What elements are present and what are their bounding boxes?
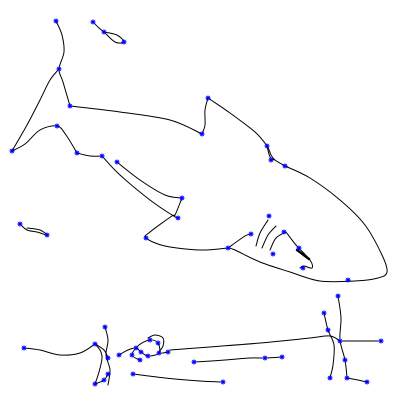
- control-point-marker[interactable]: [263, 142, 271, 150]
- control-point-marker[interactable]: [52, 17, 60, 25]
- control-point-marker[interactable]: [120, 38, 128, 46]
- control-point-marker[interactable]: [343, 374, 351, 382]
- stroke-gill-3: [269, 231, 287, 251]
- control-point-marker[interactable]: [174, 214, 182, 222]
- control-point-marker[interactable]: [20, 344, 28, 352]
- control-point-marker[interactable]: [43, 231, 51, 239]
- control-point-marker[interactable]: [341, 356, 349, 364]
- control-point-marker[interactable]: [261, 354, 269, 362]
- stroke-seafloor-line-1: [169, 335, 341, 351]
- control-point-marker[interactable]: [299, 264, 307, 272]
- control-point-marker[interactable]: [363, 378, 371, 386]
- stroke-seaweed-left-baseline: [23, 343, 96, 356]
- control-point-marker[interactable]: [98, 152, 106, 160]
- stroke-seaweed-right-stem-2: [337, 295, 348, 379]
- control-point-marker[interactable]: [136, 356, 144, 364]
- stroke-upper-back: [69, 105, 203, 135]
- stroke-dorsal-fin-back: [201, 97, 209, 135]
- stroke-belly-back-fin: [76, 152, 103, 157]
- strokes-layer: [11, 20, 388, 386]
- control-point-marker[interactable]: [100, 376, 108, 384]
- stroke-pectoral-fin: [144, 197, 229, 251]
- control-point-marker[interactable]: [91, 340, 99, 348]
- control-point-marker[interactable]: [53, 122, 61, 130]
- control-point-marker[interactable]: [247, 230, 255, 238]
- stroke-fish-top: [92, 21, 125, 44]
- control-point-marker[interactable]: [278, 353, 286, 361]
- control-point-marker[interactable]: [190, 358, 198, 366]
- control-point-marker[interactable]: [146, 336, 154, 344]
- control-point-marker[interactable]: [267, 156, 275, 164]
- control-point-marker[interactable]: [155, 349, 163, 357]
- stroke-seaweed-left-branch: [94, 343, 109, 359]
- stroke-seaweed-right-foot: [346, 377, 368, 383]
- control-point-marker[interactable]: [219, 378, 227, 386]
- stroke-belly-mid: [116, 161, 183, 199]
- control-point-marker[interactable]: [154, 339, 162, 347]
- control-point-marker[interactable]: [281, 162, 289, 170]
- stroke-gill-1: [255, 219, 269, 247]
- control-point-marker[interactable]: [336, 337, 344, 345]
- control-point-marker[interactable]: [377, 337, 385, 345]
- stroke-jaw-line: [285, 231, 314, 269]
- control-point-marker[interactable]: [8, 147, 16, 155]
- control-point-marker[interactable]: [269, 250, 277, 258]
- control-point-marker[interactable]: [115, 351, 123, 359]
- control-point-marker[interactable]: [128, 351, 136, 359]
- stroke-fin-notch: [266, 145, 275, 161]
- control-points-layer: [8, 17, 385, 388]
- control-point-marker[interactable]: [280, 228, 288, 236]
- control-point-marker[interactable]: [100, 28, 108, 36]
- control-point-marker[interactable]: [326, 374, 334, 382]
- control-point-marker[interactable]: [164, 348, 172, 356]
- control-point-marker[interactable]: [113, 158, 121, 166]
- control-point-marker[interactable]: [142, 234, 150, 242]
- control-point-marker[interactable]: [55, 65, 63, 73]
- stroke-tail-upper-lobe: [55, 20, 71, 107]
- control-point-marker[interactable]: [295, 244, 303, 252]
- control-point-marker[interactable]: [16, 220, 24, 228]
- stroke-seaweed-right-stem-1: [323, 312, 335, 379]
- stroke-seaweed-left-stem: [104, 326, 111, 386]
- control-point-marker[interactable]: [334, 292, 342, 300]
- control-point-marker[interactable]: [129, 370, 137, 378]
- stroke-gill-2: [261, 225, 277, 249]
- control-point-marker[interactable]: [324, 326, 332, 334]
- control-point-marker[interactable]: [198, 130, 206, 138]
- stroke-dorsal-fin-front: [207, 97, 286, 167]
- control-point-marker[interactable]: [132, 344, 140, 352]
- stroke-body-front: [227, 165, 388, 283]
- stroke-tail-lower-lobe: [11, 68, 60, 152]
- stroke-seafloor-line-2: [193, 356, 283, 363]
- control-point-marker[interactable]: [137, 348, 145, 356]
- stroke-mouth-line: [227, 233, 252, 249]
- stroke-fish-left: [19, 223, 48, 236]
- control-point-marker[interactable]: [73, 149, 81, 157]
- control-point-marker[interactable]: [178, 194, 186, 202]
- control-point-marker[interactable]: [91, 380, 99, 388]
- stroke-tail-bottom-curve: [11, 125, 78, 154]
- control-point-marker[interactable]: [104, 354, 112, 362]
- stroke-pelvic-fin: [101, 155, 179, 219]
- eye-stroke: [295, 248, 311, 261]
- control-point-marker[interactable]: [89, 18, 97, 26]
- stroke-rock-cluster: [118, 339, 161, 361]
- control-point-marker[interactable]: [66, 102, 74, 110]
- shark-eye: [295, 248, 311, 261]
- control-point-marker[interactable]: [344, 276, 352, 284]
- control-point-marker[interactable]: [204, 94, 212, 102]
- control-point-marker[interactable]: [104, 370, 112, 378]
- control-point-marker[interactable]: [265, 212, 273, 220]
- stroke-seaweed-left-plant: [94, 343, 103, 385]
- control-point-marker[interactable]: [320, 309, 328, 317]
- control-point-marker[interactable]: [144, 352, 152, 360]
- control-point-marker[interactable]: [224, 244, 232, 252]
- control-point-marker[interactable]: [101, 323, 109, 331]
- stroke-seafloor-line-3: [132, 373, 224, 383]
